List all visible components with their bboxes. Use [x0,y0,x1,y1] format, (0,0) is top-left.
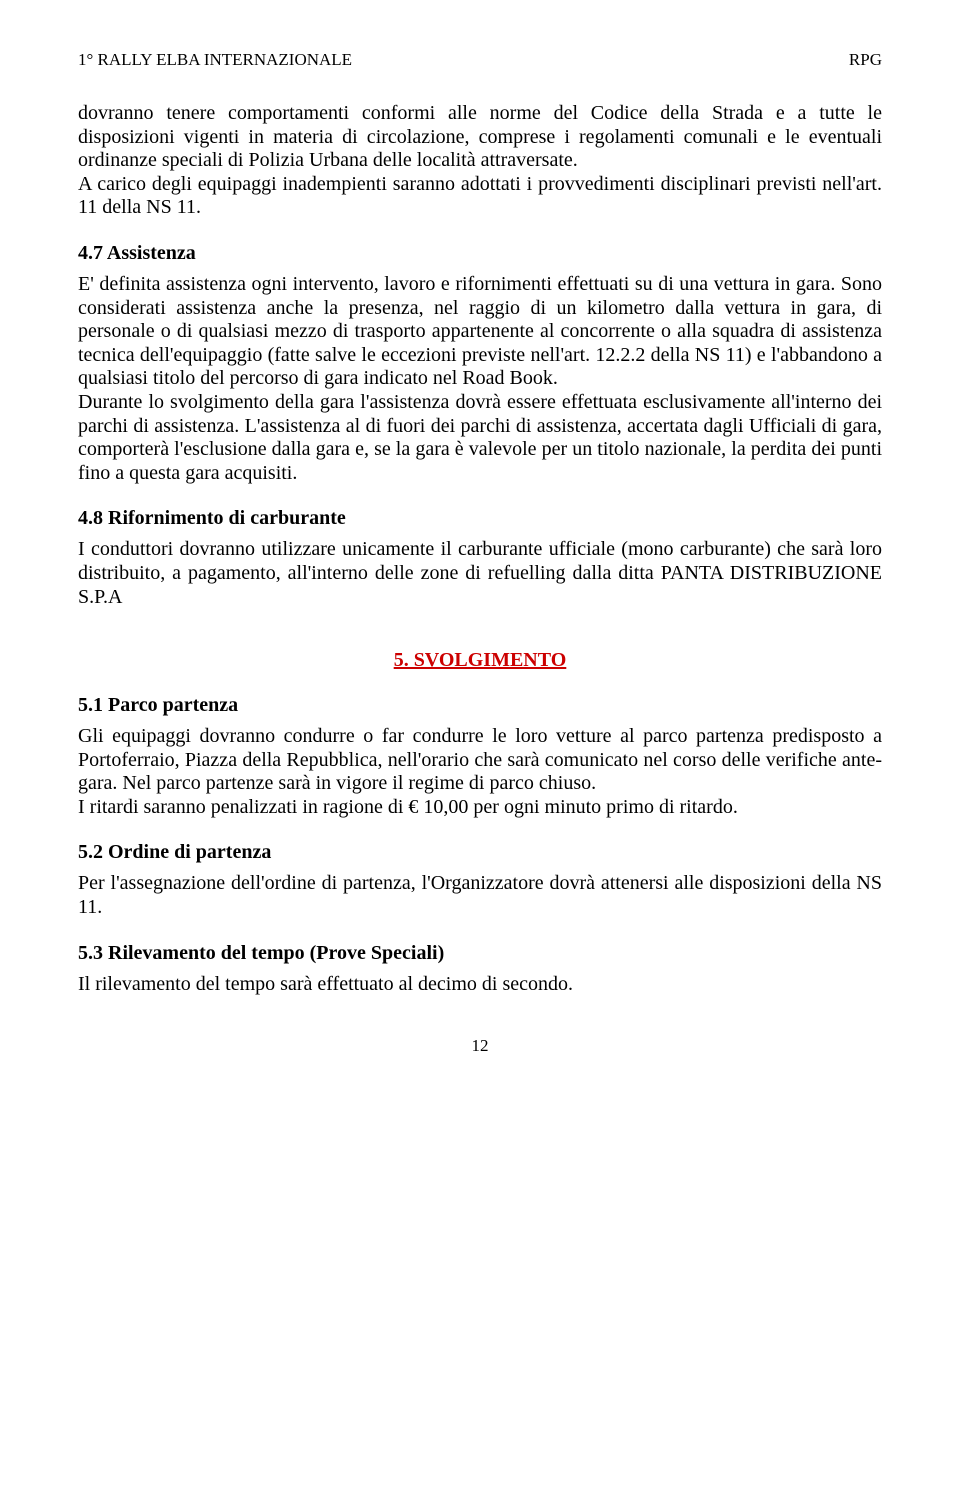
section-4-8-body: I conduttori dovranno utilizzare unicame… [78,538,882,609]
page-header: 1° RALLY ELBA INTERNAZIONALE RPG [78,50,882,70]
document-page: 1° RALLY ELBA INTERNAZIONALE RPG dovrann… [0,0,960,1096]
heading-4-8: 4.8 Rifornimento di carburante [78,507,882,530]
s53-p1: Il rilevamento del tempo sarà effettuato… [78,973,573,995]
section-5-2-body: Per l'assegnazione dell'ordine di parten… [78,872,882,919]
heading-5-3: 5.3 Rilevamento del tempo (Prove Special… [78,942,882,965]
s48-p1: I conduttori dovranno utilizzare unicame… [78,538,882,607]
s47-p1: E' definita assistenza ogni intervento, … [78,273,882,389]
heading-5-2: 5.2 Ordine di partenza [78,841,882,864]
intro-text-1: dovranno tenere comportamenti conformi a… [78,102,882,171]
heading-5: 5. SVOLGIMENTO [78,649,882,672]
section-5-3-body: Il rilevamento del tempo sarà effettuato… [78,973,882,997]
heading-4-7: 4.7 Assistenza [78,242,882,265]
header-right: RPG [849,50,882,70]
s52-p1: Per l'assegnazione dell'ordine di parten… [78,872,882,918]
header-left: 1° RALLY ELBA INTERNAZIONALE [78,50,352,70]
s51-p1: Gli equipaggi dovranno condurre o far co… [78,725,882,794]
intro-paragraph: dovranno tenere comportamenti conformi a… [78,102,882,220]
s47-p2: Durante lo svolgimento della gara l'assi… [78,391,882,484]
section-4-7-body: E' definita assistenza ogni intervento, … [78,273,882,485]
section-5-1-body: Gli equipaggi dovranno condurre o far co… [78,725,882,819]
heading-5-1: 5.1 Parco partenza [78,694,882,717]
page-number: 12 [78,1036,882,1056]
s51-p2: I ritardi saranno penalizzati in ragione… [78,796,738,818]
intro-text-2: A carico degli equipaggi inadempienti sa… [78,173,882,219]
